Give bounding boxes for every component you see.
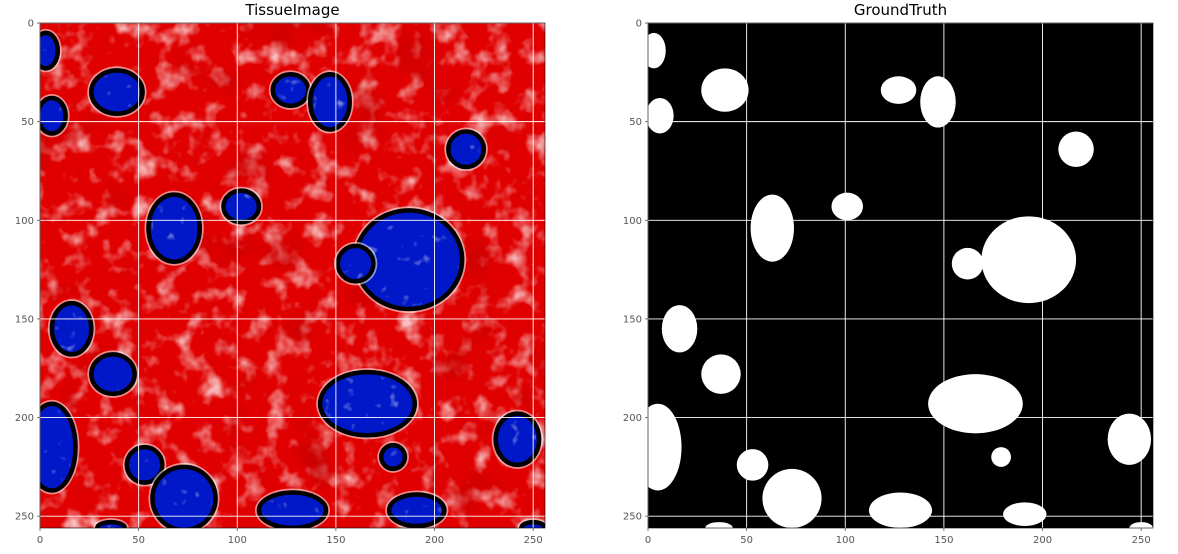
nucleus-texture: [340, 248, 371, 279]
ground-truth-panel: GroundTruth 0 50 100 150 200 250 0 50 100 150 200…: [623, 1, 1154, 546]
x-tick-label: 250: [1132, 535, 1151, 546]
nucleus-texture: [155, 469, 213, 527]
x-tick-label: 100: [228, 535, 247, 546]
x-tick-label: 200: [1033, 535, 1052, 546]
ground-truth-title: GroundTruth: [854, 1, 947, 19]
y-tick-label: 50: [629, 117, 642, 128]
nucleus-texture: [226, 193, 256, 220]
mask-region: [991, 447, 1011, 467]
x-tick-label: 200: [425, 535, 444, 546]
y-tick-label: 100: [623, 216, 642, 227]
x-tick-label: 250: [524, 535, 543, 546]
mask-region: [705, 522, 733, 528]
ground-truth-y-axis: 0 50 100 150 200 250: [623, 19, 648, 523]
y-tick-label: 200: [15, 413, 34, 424]
mask-region: [868, 492, 933, 528]
nucleus-texture: [392, 497, 442, 524]
x-tick-label: 0: [37, 535, 43, 546]
x-tick-label: 50: [740, 535, 753, 546]
nucleus-texture: [323, 375, 412, 433]
nucleus-texture: [94, 73, 140, 111]
nucleus-texture: [313, 77, 347, 127]
y-tick-label: 150: [623, 314, 642, 325]
nucleus-texture: [40, 35, 55, 66]
y-tick-label: 100: [15, 216, 34, 227]
tissue-image-panel: TissueImage 0 50 100 150 200 250 0 50 100 150 200…: [15, 1, 546, 546]
tissue-image-nuclei: [40, 28, 545, 528]
x-tick-label: 50: [132, 535, 145, 546]
ground-truth-frame: [647, 22, 1154, 529]
y-tick-label: 200: [623, 413, 642, 424]
mask-region: [1003, 502, 1047, 527]
nucleus-texture: [451, 134, 481, 165]
ground-truth-mask: [648, 32, 1153, 528]
mask-region: [920, 76, 956, 128]
mask-region: [1058, 131, 1094, 168]
mask-region: [648, 32, 666, 69]
y-tick-label: 250: [15, 512, 34, 523]
y-tick-label: 50: [21, 117, 34, 128]
mask-region: [701, 354, 741, 394]
y-tick-label: 0: [636, 19, 642, 30]
mask-region: [648, 403, 682, 491]
nucleus-texture: [261, 495, 324, 525]
nucleus-texture: [40, 406, 73, 488]
tissue-image-x-axis: 0 50 100 150 200 250: [37, 528, 543, 546]
mask-region: [648, 97, 674, 134]
x-tick-label: 0: [645, 535, 651, 546]
nucleus-texture: [358, 213, 460, 307]
x-tick-label: 150: [934, 535, 953, 546]
mask-region: [880, 76, 917, 104]
mask-region: [701, 68, 749, 112]
mask-region: [951, 247, 984, 280]
mask-region: [750, 194, 794, 262]
nucleus-texture: [275, 77, 306, 103]
x-tick-label: 100: [836, 535, 855, 546]
x-tick-label: 150: [326, 535, 345, 546]
nucleus-texture: [100, 525, 122, 528]
y-tick-label: 150: [15, 314, 34, 325]
nucleus-texture: [129, 450, 160, 480]
mask-region: [928, 374, 1023, 434]
y-tick-label: 250: [623, 512, 642, 523]
tissue-image-y-axis: 0 50 100 150 200 250: [15, 19, 40, 523]
mask-region: [661, 305, 698, 353]
nucleus-texture: [384, 448, 402, 466]
nucleus-texture: [151, 197, 197, 259]
nucleus-texture: [498, 416, 537, 462]
mask-region: [1107, 413, 1152, 465]
nucleus-texture: [54, 306, 89, 352]
ground-truth-x-axis: 0 50 100 150 200 250: [645, 528, 1151, 546]
tissue-image-title: TissueImage: [244, 1, 339, 19]
mask-region: [981, 216, 1077, 304]
nucleus-texture: [94, 357, 132, 391]
y-tick-label: 0: [28, 19, 34, 30]
ground-truth-grid: [647, 22, 1153, 528]
nucleus-texture: [41, 100, 63, 131]
mask-region: [736, 449, 769, 481]
mask-region: [831, 192, 864, 221]
tissue-image-frame: [39, 22, 546, 529]
mask-region: [762, 468, 822, 528]
